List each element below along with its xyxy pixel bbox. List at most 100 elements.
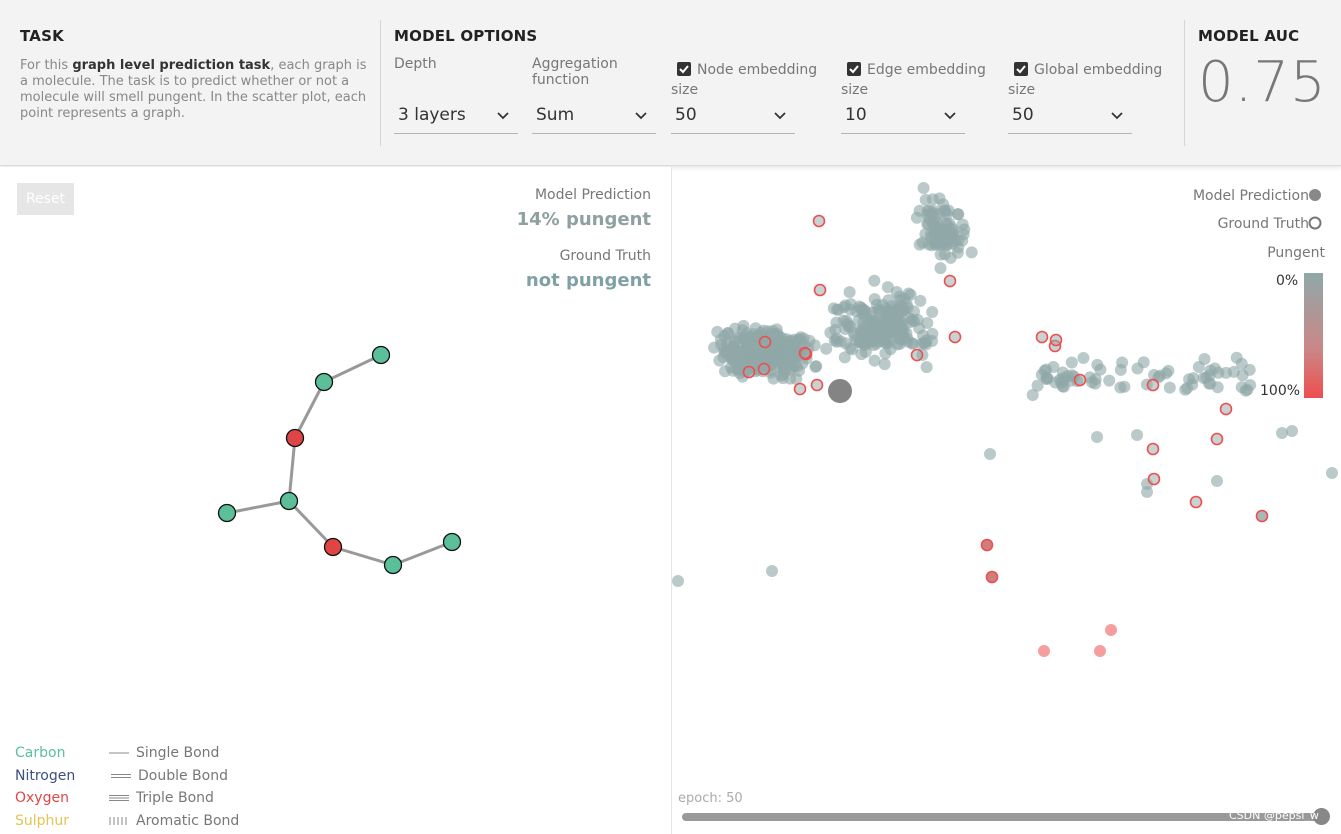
- graph-point-pungent[interactable]: [1146, 378, 1160, 392]
- graph-point-pungent[interactable]: [948, 330, 962, 344]
- atom-node-oxygen[interactable]: [285, 428, 305, 448]
- reset-button[interactable]: Reset: [17, 183, 74, 215]
- graph-point-pungent[interactable]: [1049, 333, 1063, 347]
- graph-point[interactable]: [883, 315, 896, 328]
- graph-point[interactable]: [914, 294, 927, 307]
- graph-point-pungent[interactable]: [810, 378, 824, 392]
- graph-point[interactable]: [820, 342, 833, 355]
- graph-point[interactable]: [1114, 363, 1127, 376]
- selected-graph-point[interactable]: [828, 379, 852, 403]
- graph-point[interactable]: [1114, 381, 1127, 394]
- graph-point[interactable]: [1276, 427, 1288, 439]
- graph-point[interactable]: [722, 326, 735, 339]
- graph-point-pungent[interactable]: [986, 571, 998, 583]
- graph-point[interactable]: [904, 288, 917, 301]
- graph-point[interactable]: [773, 330, 785, 343]
- graph-point[interactable]: [1026, 389, 1039, 401]
- graph-point[interactable]: [907, 315, 920, 328]
- atom-node-carbon[interactable]: [217, 503, 237, 523]
- graph-point[interactable]: [956, 218, 969, 231]
- graph-point[interactable]: [766, 565, 778, 577]
- graph-point-pungent[interactable]: [758, 335, 772, 349]
- atom-node-oxygen[interactable]: [323, 537, 343, 557]
- graph-point[interactable]: [858, 328, 871, 340]
- graph-point[interactable]: [742, 341, 755, 354]
- graph-point[interactable]: [919, 228, 932, 241]
- graph-point[interactable]: [868, 354, 881, 367]
- graph-point[interactable]: [1038, 364, 1051, 377]
- graph-point[interactable]: [846, 343, 859, 356]
- atom-node-carbon[interactable]: [371, 345, 391, 365]
- graph-point[interactable]: [787, 348, 799, 360]
- graph-point-pungent[interactable]: [757, 362, 771, 376]
- graph-point-pungent[interactable]: [813, 283, 827, 297]
- graph-point[interactable]: [940, 238, 953, 251]
- graph-point[interactable]: [965, 246, 978, 259]
- graph-point-pungent[interactable]: [742, 365, 756, 379]
- graph-point-pungent[interactable]: [1035, 330, 1049, 344]
- graph-point[interactable]: [725, 351, 738, 364]
- atom-node-carbon[interactable]: [442, 532, 462, 552]
- graph-point[interactable]: [1239, 384, 1252, 397]
- graph-point-pungent[interactable]: [1094, 645, 1106, 657]
- graph-point[interactable]: [744, 355, 757, 368]
- graph-point[interactable]: [1065, 356, 1078, 369]
- graph-point-pungent[interactable]: [1146, 442, 1160, 456]
- graph-point[interactable]: [860, 306, 873, 319]
- graph-point-pungent[interactable]: [1105, 624, 1117, 636]
- graph-point[interactable]: [929, 212, 942, 225]
- edge-embedding-select[interactable]: 10: [841, 102, 965, 134]
- graph-point[interactable]: [872, 335, 885, 348]
- graph-point[interactable]: [793, 334, 806, 347]
- graph-point[interactable]: [933, 192, 946, 205]
- graph-point-pungent[interactable]: [1255, 509, 1269, 523]
- global-embedding-select[interactable]: 50: [1008, 102, 1132, 134]
- graph-point[interactable]: [1163, 381, 1176, 394]
- atom-node-carbon[interactable]: [383, 555, 403, 575]
- graph-point[interactable]: [1131, 362, 1144, 375]
- epoch-slider-thumb[interactable]: [1313, 808, 1330, 825]
- graph-point-pungent[interactable]: [981, 539, 993, 551]
- graph-point-pungent[interactable]: [910, 348, 924, 362]
- graph-point[interactable]: [943, 217, 956, 230]
- node-embedding-checkbox[interactable]: [677, 62, 691, 76]
- graph-point[interactable]: [1131, 429, 1143, 441]
- atom-node-carbon[interactable]: [314, 372, 334, 392]
- graph-point[interactable]: [1091, 431, 1103, 443]
- graph-point[interactable]: [951, 208, 964, 221]
- graph-point[interactable]: [901, 335, 914, 348]
- graph-point[interactable]: [783, 334, 796, 347]
- graph-point[interactable]: [838, 351, 851, 364]
- graph-point[interactable]: [722, 341, 735, 354]
- graph-point[interactable]: [672, 575, 684, 587]
- graph-point[interactable]: [883, 306, 896, 318]
- aggregation-select[interactable]: Sum: [532, 102, 656, 134]
- graph-point[interactable]: [946, 228, 959, 241]
- graph-point[interactable]: [832, 303, 845, 316]
- graph-point-pungent[interactable]: [1038, 645, 1050, 657]
- depth-select[interactable]: 3 layers: [394, 102, 518, 134]
- graph-point[interactable]: [1162, 364, 1175, 377]
- graph-point[interactable]: [917, 182, 930, 194]
- graph-point[interactable]: [1057, 380, 1070, 393]
- graph-point[interactable]: [1103, 374, 1116, 387]
- graph-point[interactable]: [843, 286, 856, 299]
- graph-point[interactable]: [920, 361, 933, 374]
- graph-point[interactable]: [793, 364, 805, 377]
- graph-point[interactable]: [1230, 351, 1243, 364]
- graph-point-pungent[interactable]: [793, 382, 807, 396]
- graph-point[interactable]: [803, 334, 816, 347]
- graph-point[interactable]: [1204, 377, 1217, 390]
- graph-point[interactable]: [1198, 353, 1211, 365]
- graph-point[interactable]: [908, 305, 920, 318]
- graph-point[interactable]: [834, 335, 847, 348]
- graph-point[interactable]: [1286, 425, 1298, 437]
- graph-point[interactable]: [1181, 382, 1194, 395]
- graph-point-pungent[interactable]: [1147, 472, 1161, 486]
- graph-point[interactable]: [830, 316, 843, 329]
- graph-point[interactable]: [847, 326, 860, 339]
- graph-point[interactable]: [984, 448, 996, 460]
- graph-point-pungent[interactable]: [798, 346, 812, 360]
- graph-point[interactable]: [878, 358, 891, 371]
- atom-node-carbon[interactable]: [279, 491, 299, 511]
